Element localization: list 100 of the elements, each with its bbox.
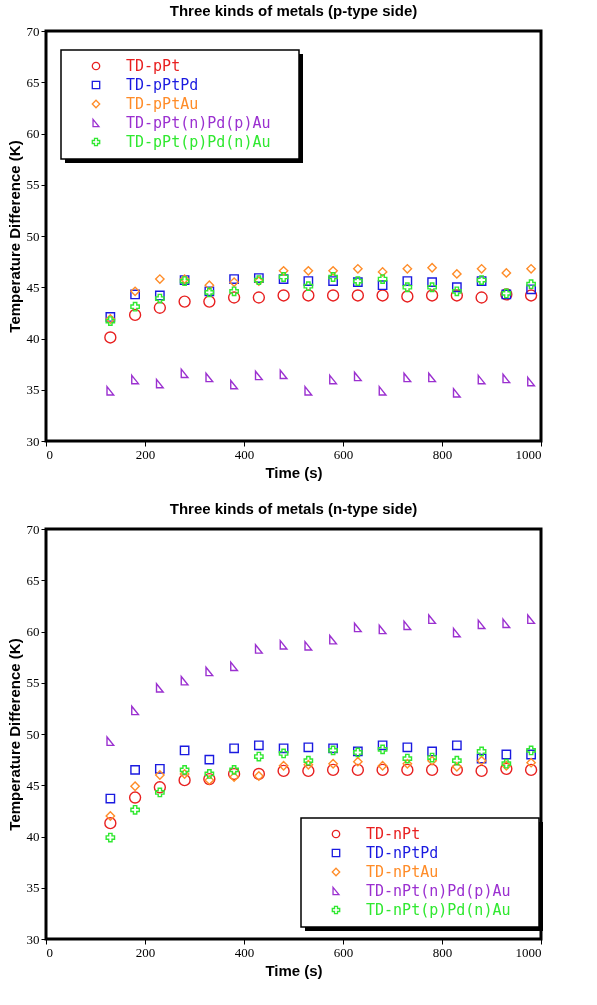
point — [501, 749, 512, 760]
y-axis-title: Temperature Difference (K) — [5, 638, 23, 831]
point — [328, 265, 338, 276]
point — [180, 368, 189, 379]
point — [451, 282, 462, 293]
point — [427, 277, 437, 288]
point — [477, 619, 486, 630]
point — [377, 740, 388, 751]
point — [178, 773, 191, 787]
x-tick-label: 0 — [46, 944, 53, 960]
point — [328, 276, 338, 286]
point — [502, 373, 511, 384]
point — [130, 804, 140, 815]
point — [227, 291, 241, 304]
point — [254, 644, 263, 654]
point — [524, 289, 538, 302]
point — [128, 791, 142, 804]
point — [303, 281, 314, 292]
x-tick-label: 600 — [333, 446, 354, 462]
point — [278, 748, 289, 759]
point — [303, 755, 314, 766]
y-tick-label: 35 — [26, 880, 40, 896]
legend-label: TD-nPtPd — [366, 844, 439, 862]
y-tick-label: 55 — [26, 177, 40, 193]
point — [401, 763, 414, 777]
point — [425, 289, 439, 302]
point — [105, 811, 116, 821]
point — [230, 661, 239, 672]
point — [450, 763, 464, 777]
point — [377, 744, 388, 755]
point — [178, 295, 191, 308]
y-tick-label: 60 — [26, 624, 40, 639]
point — [526, 279, 536, 290]
point — [403, 372, 412, 383]
legend-label: TD-nPt(p)Pd(n)Au — [366, 901, 511, 919]
x-axis-title: Time (s) — [265, 961, 323, 979]
point — [229, 764, 239, 775]
x-tick-label: 1000 — [515, 944, 542, 960]
point — [526, 284, 536, 295]
point — [204, 769, 215, 779]
point — [303, 276, 314, 286]
chart-title: Three kinds of metals (n-type side) — [169, 500, 418, 517]
point — [526, 745, 536, 756]
x-tick-label: 800 — [432, 446, 453, 462]
point — [351, 763, 365, 777]
point — [155, 682, 164, 693]
legend-label: TD-nPtAu — [366, 863, 439, 881]
x-tick-label: 200 — [135, 944, 156, 960]
point — [302, 764, 315, 778]
point — [402, 276, 413, 286]
point — [227, 767, 241, 781]
legend-label: TD-pPt(n)Pd(p)Au — [126, 114, 271, 132]
point — [229, 274, 239, 284]
point — [278, 760, 289, 771]
point — [401, 290, 414, 303]
point — [402, 263, 413, 274]
point — [179, 764, 190, 775]
point — [378, 624, 387, 635]
point — [501, 268, 512, 278]
point — [253, 751, 264, 762]
point — [279, 369, 288, 380]
point — [352, 756, 363, 767]
y-tick-label: 35 — [26, 382, 40, 398]
point — [403, 620, 412, 631]
legend-label: TD-pPt(p)Pd(n)Au — [126, 133, 271, 151]
y-tick-label: 50 — [26, 726, 40, 742]
x-tick-label: 600 — [333, 944, 354, 960]
point — [229, 772, 239, 782]
y-tick-label: 55 — [26, 675, 40, 691]
point — [104, 817, 117, 830]
point — [179, 745, 190, 756]
point — [105, 832, 116, 843]
point — [526, 757, 536, 768]
point — [278, 265, 289, 276]
point — [154, 787, 165, 798]
point — [402, 742, 413, 753]
y-tick-label: 70 — [26, 521, 40, 537]
point — [204, 280, 215, 291]
point — [377, 266, 388, 277]
y-tick-label: 40 — [26, 829, 40, 844]
y-tick-label: 30 — [26, 433, 40, 449]
point — [329, 374, 338, 385]
point — [229, 277, 239, 288]
point — [130, 764, 140, 775]
point — [377, 274, 388, 284]
point — [230, 379, 239, 390]
point — [451, 286, 462, 297]
point — [427, 282, 437, 293]
point — [352, 263, 363, 274]
point — [328, 758, 338, 769]
legend-label: TD-pPtPd — [126, 76, 199, 94]
legend-label: TD-nPt(n)Pd(p)Au — [366, 882, 511, 900]
point — [205, 666, 214, 677]
point — [402, 758, 413, 769]
point — [475, 764, 488, 778]
point — [475, 291, 488, 304]
point — [451, 269, 462, 279]
legend-label: TD-pPtAu — [126, 95, 199, 113]
point — [378, 385, 387, 396]
point — [106, 385, 115, 396]
